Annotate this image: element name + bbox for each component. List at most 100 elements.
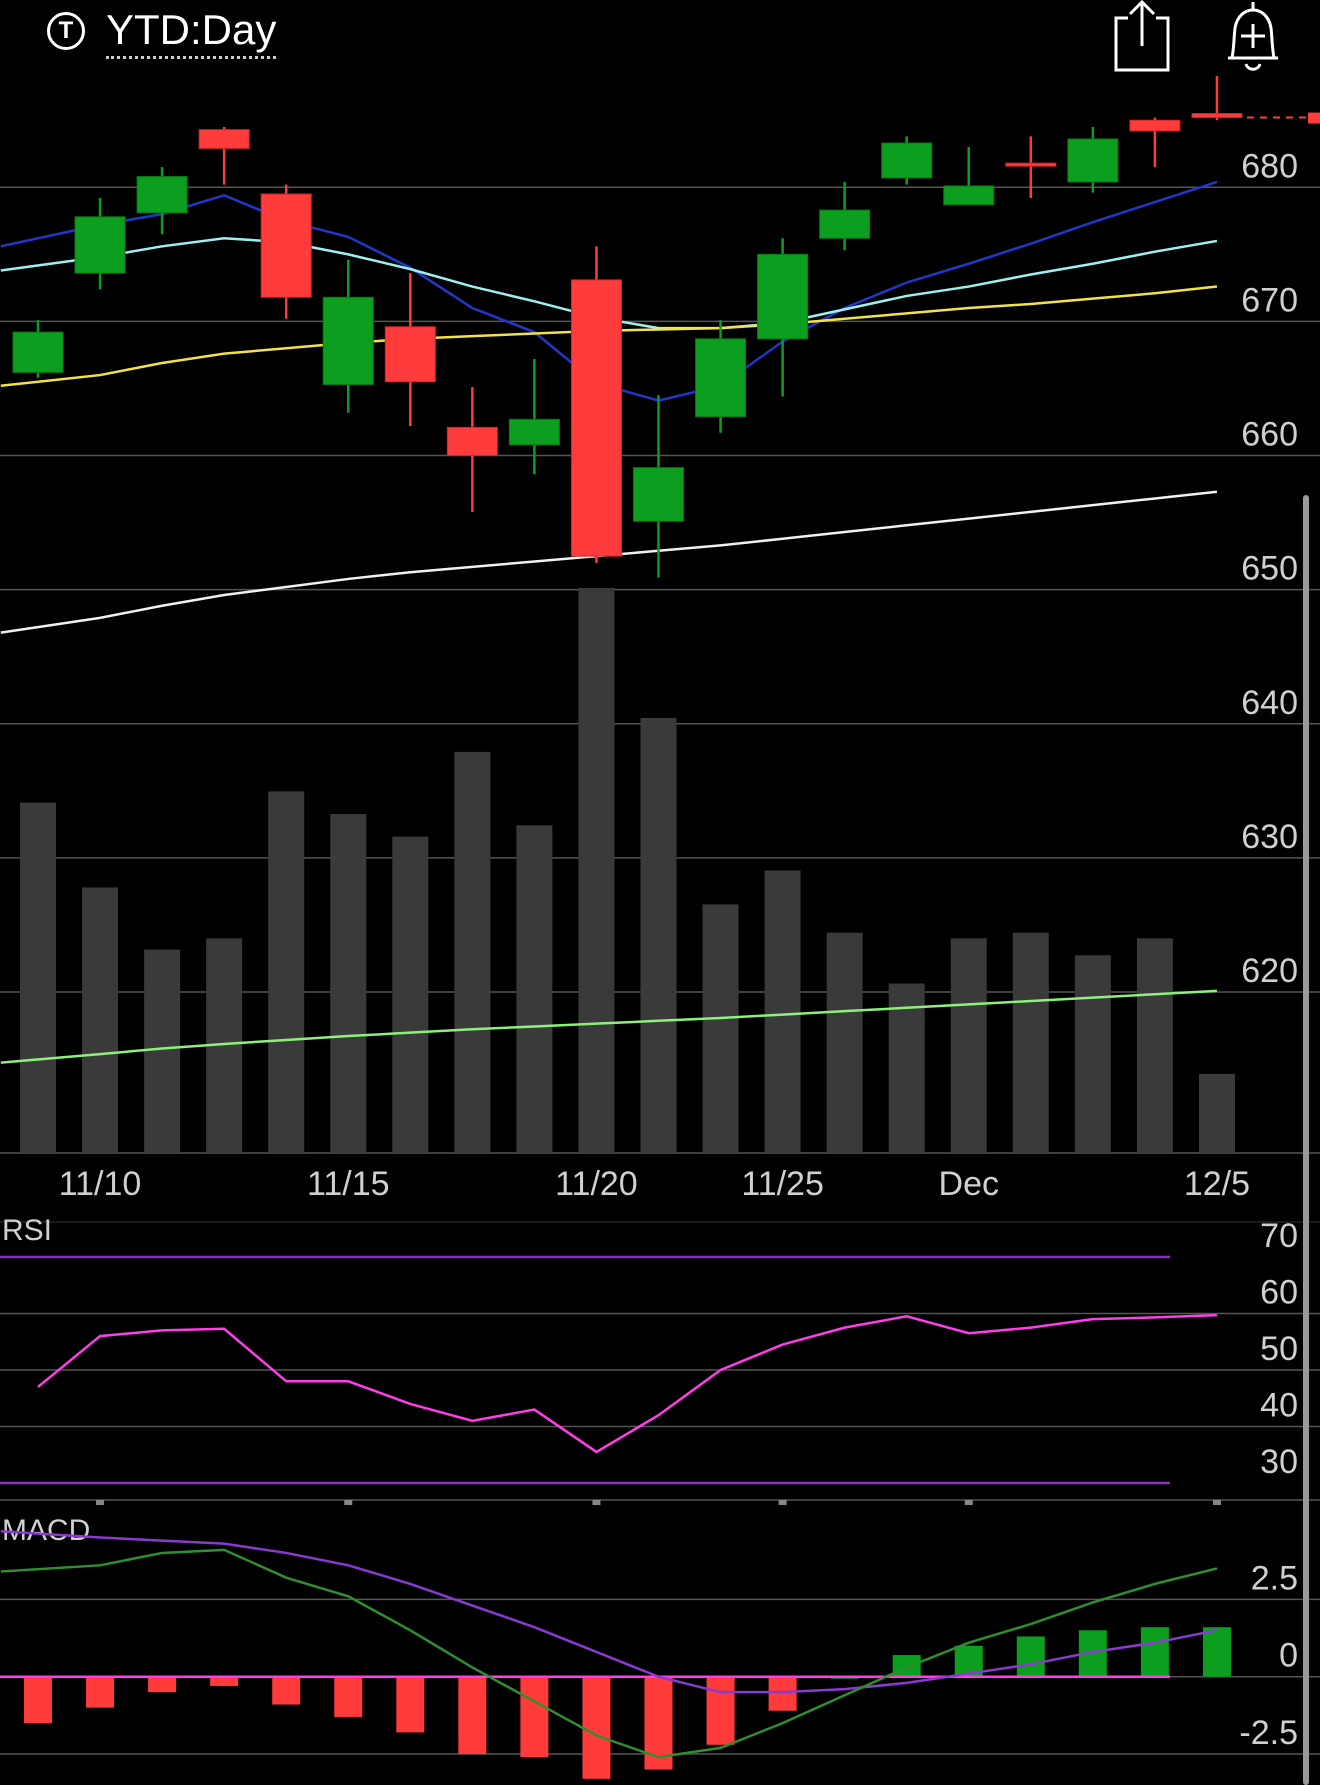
macd-histogram-bar [582, 1676, 611, 1779]
candle [384, 273, 436, 427]
rsi-x-tick [964, 1500, 973, 1505]
volume-bar [1074, 955, 1111, 1153]
candle [1005, 136, 1057, 199]
rsi-tick-label: 60 [1260, 1273, 1298, 1311]
date-axis-labels: 11/10 11/15 11/20 11/25 Dec 12/5 [0, 1165, 1320, 1223]
volume-bar [82, 887, 119, 1153]
macd-histogram-bar [892, 1655, 921, 1677]
price-tick-label: 670 [1241, 281, 1298, 319]
macd-histogram-bar [1140, 1627, 1169, 1677]
candle [1191, 75, 1243, 121]
rsi-x-tick [96, 1500, 105, 1505]
candle [695, 320, 747, 433]
macd-histogram-bar [148, 1676, 177, 1693]
price-tick-label: 620 [1241, 952, 1298, 990]
date-tick-label: 11/25 [741, 1165, 824, 1203]
symbol-t-icon[interactable]: T [47, 12, 85, 50]
macd-histogram-bar [520, 1676, 549, 1758]
price-tick-label: 660 [1241, 416, 1298, 454]
volume-bar [640, 717, 677, 1153]
candle-body [74, 216, 126, 274]
candle-body [943, 185, 995, 206]
rsi-x-tick [592, 1500, 601, 1505]
rsi-panel: RSI 70 60 50 40 30 [0, 1214, 1320, 1505]
macd-histogram-bar [272, 1676, 301, 1705]
candle-body [881, 142, 933, 179]
volume-bar [1012, 932, 1049, 1153]
macd-histogram-bar [396, 1676, 425, 1733]
candle [198, 126, 250, 185]
date-tick-label: 11/10 [59, 1165, 142, 1203]
price-tick-label: 640 [1241, 684, 1298, 722]
volume-bar [764, 870, 801, 1153]
date-tick-label: 12/5 [1184, 1165, 1250, 1203]
volume-bar [268, 791, 305, 1153]
macd-tick-label: -2.5 [1239, 1714, 1298, 1752]
volume-bar [826, 932, 863, 1153]
volume-bar [516, 825, 553, 1153]
volume-ma-line [0, 989, 1218, 1064]
candle-body [12, 331, 64, 373]
volume-bar [330, 814, 367, 1153]
candle-body [570, 279, 622, 557]
macd-histogram-bar [768, 1676, 797, 1711]
macd-histogram-bar [24, 1676, 52, 1724]
candle [819, 181, 871, 251]
macd-histogram-bar [458, 1676, 487, 1755]
date-tick-label: 11/20 [555, 1165, 638, 1203]
macd-tick-label: 0 [1279, 1637, 1298, 1675]
candle [881, 136, 933, 185]
rsi-tick-label: 70 [1260, 1217, 1298, 1255]
rsi-tick-label: 50 [1260, 1330, 1298, 1368]
macd-histogram-bar [210, 1676, 239, 1686]
macd-tick-label: 2.5 [1251, 1559, 1298, 1597]
candle-body [136, 176, 188, 214]
candlesticks [12, 75, 1320, 578]
macd-title: MACD [2, 1514, 90, 1547]
scrollbar[interactable] [1303, 495, 1309, 1785]
chart-header: T YTD:Day [0, 0, 1320, 80]
price-moving-averages [0, 180, 1218, 634]
candle [570, 246, 622, 563]
candle-body [198, 129, 250, 149]
candle-body [1191, 113, 1243, 119]
add-alert-bell-icon[interactable] [1218, 0, 1288, 76]
macd-histogram-bar [86, 1676, 115, 1708]
candle [446, 387, 498, 512]
volume-bar [1198, 1073, 1235, 1153]
candle [136, 167, 188, 235]
chart-timeframe-title[interactable]: YTD:Day [106, 6, 277, 59]
volume-bar [20, 802, 56, 1153]
volume-bar [950, 938, 987, 1153]
rsi-x-tick [344, 1500, 353, 1505]
candle [74, 198, 126, 290]
share-icon[interactable] [1112, 0, 1172, 76]
price-tick-label: 650 [1241, 550, 1298, 588]
candle-body [384, 326, 436, 383]
vertical-scrollbar-thumb [1303, 495, 1309, 1785]
candle [1129, 117, 1181, 168]
candle-body [1005, 162, 1057, 167]
candle [757, 238, 809, 397]
date-tick-label: Dec [939, 1165, 999, 1203]
candle-body [508, 418, 560, 446]
candle-body [446, 426, 498, 457]
volume-bar [392, 836, 429, 1153]
price-tick-label: 680 [1241, 147, 1298, 185]
date-tick-label: 11/15 [307, 1165, 390, 1203]
volume-bar [454, 751, 491, 1153]
macd-histogram-bar [1016, 1636, 1045, 1677]
volume-bar [144, 949, 181, 1153]
volume-bar [1136, 938, 1173, 1153]
volume-bar [702, 904, 739, 1153]
candle-body [322, 296, 374, 385]
candle-body [633, 467, 684, 522]
candle [943, 147, 995, 206]
price-axis-labels: 680 670 660 650 640 630 620 [1241, 147, 1298, 990]
rsi-x-tick [1212, 1500, 1221, 1505]
rsi-tick-label: 30 [1260, 1443, 1298, 1481]
moving-average-line [0, 490, 1218, 634]
candle-body [1129, 119, 1181, 132]
candle [260, 184, 312, 319]
